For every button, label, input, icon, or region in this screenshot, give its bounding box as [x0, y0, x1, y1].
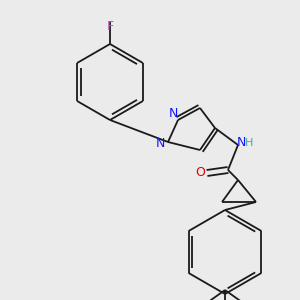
- Text: N: N: [237, 136, 246, 149]
- Text: N: N: [169, 107, 178, 120]
- Text: H: H: [245, 138, 254, 148]
- Text: N: N: [156, 137, 165, 150]
- Text: O: O: [196, 167, 205, 179]
- Text: F: F: [106, 20, 114, 32]
